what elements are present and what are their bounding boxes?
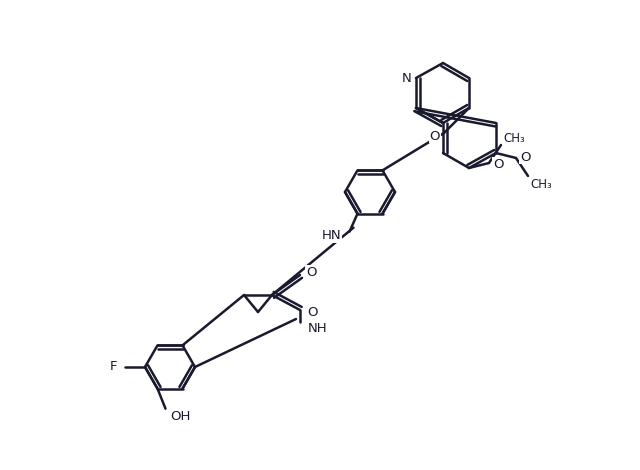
Text: O: O bbox=[306, 266, 317, 279]
Text: CH₃: CH₃ bbox=[503, 132, 525, 144]
Text: N: N bbox=[401, 71, 411, 85]
Text: O: O bbox=[493, 157, 504, 171]
Text: F: F bbox=[109, 360, 117, 374]
Text: OH: OH bbox=[170, 410, 191, 423]
Text: CH₃: CH₃ bbox=[530, 178, 552, 190]
Text: NH: NH bbox=[308, 322, 328, 336]
Text: O: O bbox=[429, 130, 440, 142]
Text: O: O bbox=[307, 306, 317, 320]
Text: HN: HN bbox=[322, 229, 342, 242]
Text: O: O bbox=[520, 150, 531, 164]
